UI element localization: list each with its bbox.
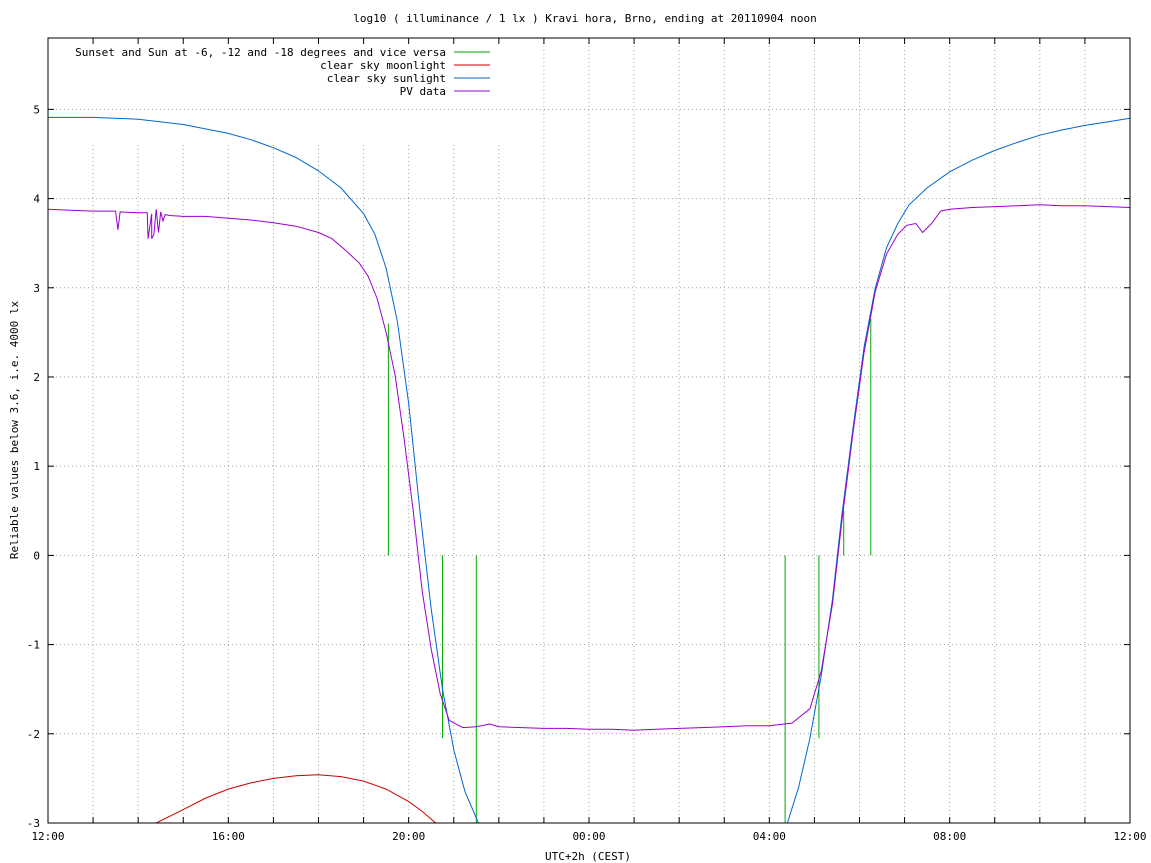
- legend-label: PV data: [400, 85, 446, 98]
- x-axis-label: UTC+2h (CEST): [545, 850, 631, 863]
- y-tick-label: -2: [27, 728, 40, 741]
- legend-label: Sunset and Sun at -6, -12 and -18 degree…: [75, 46, 446, 59]
- y-tick-label: 3: [33, 282, 40, 295]
- y-tick-label: 0: [33, 549, 40, 562]
- x-tick-label: 12:00: [31, 830, 64, 843]
- legend: Sunset and Sun at -6, -12 and -18 degree…: [75, 46, 490, 98]
- chart-title: log10 ( illuminance / 1 lx ) Kravi hora,…: [353, 12, 817, 25]
- x-tick-label: 20:00: [392, 830, 425, 843]
- clear-sky-moonlight-line: [155, 774, 437, 823]
- x-tick-label: 08:00: [933, 830, 966, 843]
- legend-label: clear sky sunlight: [327, 72, 446, 85]
- pv-data-line: [48, 204, 1130, 731]
- grid: [48, 38, 1130, 824]
- x-tick-label: 00:00: [572, 830, 605, 843]
- legend-label: clear sky moonlight: [320, 59, 446, 72]
- x-tick-label: 16:00: [212, 830, 245, 843]
- y-tick-label: -3: [27, 817, 40, 830]
- x-tick-label: 12:00: [1113, 830, 1146, 843]
- clear-sky-sunlight-line: [48, 116, 1130, 823]
- y-tick-label: -1: [27, 639, 40, 652]
- y-tick-label: 2: [33, 371, 40, 384]
- x-tick-label: 04:00: [753, 830, 786, 843]
- y-tick-label: 1: [33, 460, 40, 473]
- y-tick-label: 5: [33, 103, 40, 116]
- series-layer: [48, 116, 1130, 823]
- axis-ticks: -3 -2 -1 0 1 2 3 4 5 12:00 16:00 20:00 00:00 04:00 08:…: [27, 38, 1147, 843]
- y-tick-label: 4: [33, 193, 40, 206]
- y-axis-label: Reliable values below 3.6, i.e. 4000 lx: [8, 300, 21, 559]
